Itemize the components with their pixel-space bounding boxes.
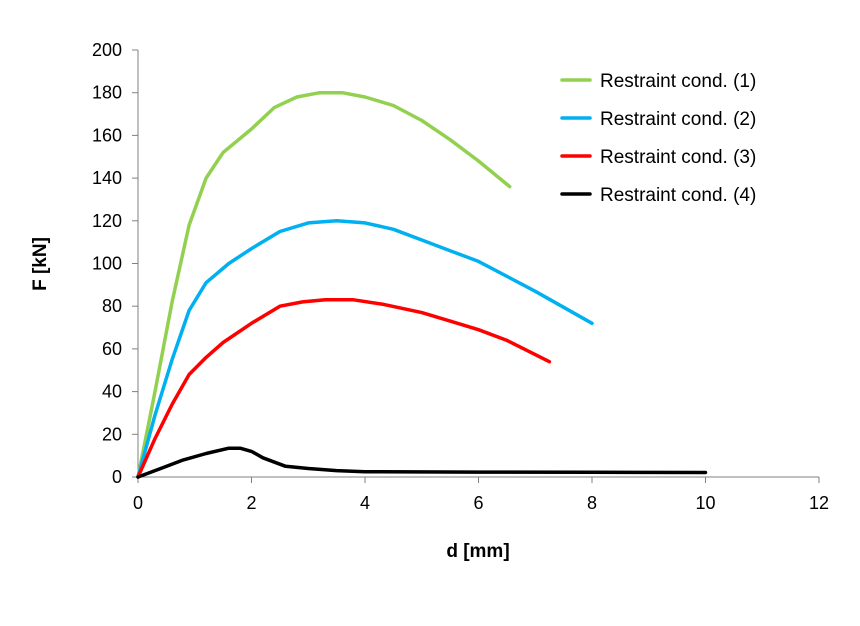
x-tick-label: 4 [360,493,370,513]
y-tick-label: 100 [92,254,122,274]
y-tick-label: 160 [92,125,122,145]
legend-label-3: Restraint cond. (3) [600,147,756,168]
legend-label-1: Restraint cond. (1) [600,71,756,92]
x-axis-title: d [mm] [446,541,509,562]
y-tick-label: 120 [92,211,122,231]
plot-area: 0 2 4 6 8 10 12 0 20 40 60 80 100 120 140 160 180 200 [92,40,829,513]
x-tick-label: 2 [246,493,256,513]
y-axis-ticks: 0 20 40 60 80 100 120 140 160 180 200 [92,40,138,487]
y-tick-label: 60 [102,339,122,359]
x-tick-label: 8 [587,493,597,513]
y-tick-label: 40 [102,382,122,402]
series-lines [136,90,708,479]
y-tick-label: 200 [92,40,122,60]
series-line-2 [136,219,594,479]
y-tick-label: 180 [92,83,122,103]
x-tick-label: 10 [695,493,715,513]
series-line-3 [136,298,552,479]
series-line-4 [136,446,708,479]
legend-label-4: Restraint cond. (4) [600,185,756,206]
series-line-1 [136,90,512,479]
y-tick-label: 80 [102,296,122,316]
y-axis-title: F [kN] [30,237,51,291]
y-tick-label: 0 [112,467,122,487]
y-tick-label: 20 [102,424,122,444]
x-tick-label: 12 [809,493,829,513]
x-tick-label: 0 [133,493,143,513]
legend-label-2: Restraint cond. (2) [600,109,756,130]
y-tick-label: 140 [92,168,122,188]
x-tick-label: 6 [473,493,483,513]
legend: Restraint cond. (1) Restraint cond. (2) Re… [560,71,756,206]
x-axis-ticks: 0 2 4 6 8 10 12 [133,477,829,513]
